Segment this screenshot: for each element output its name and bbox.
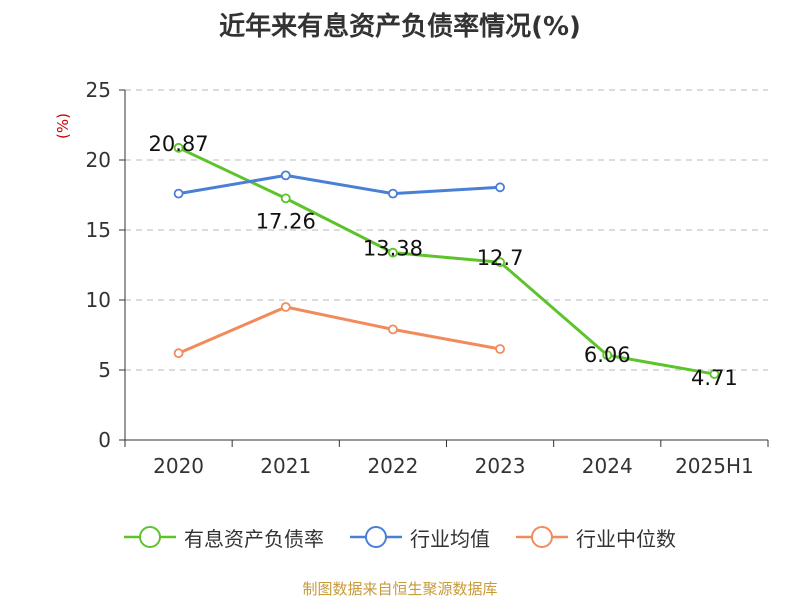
- legend-line-marker-icon: [124, 526, 176, 548]
- data-point: [388, 247, 398, 258]
- data-point: [709, 369, 720, 379]
- x-tick-label: 2020: [153, 454, 204, 478]
- grid-lines: [125, 89, 768, 371]
- series-line: [177, 146, 715, 376]
- data-point: [173, 348, 184, 359]
- legend-label: 行业中位数: [576, 526, 676, 551]
- x-tick-label: 2025H1: [675, 454, 754, 478]
- legend-line-marker-icon: [516, 526, 568, 548]
- data-labels: 20.87 17.26 13.38 12.7 6.06 4.71: [149, 132, 738, 390]
- data-label: 13.38: [363, 237, 423, 261]
- data-point: [280, 170, 291, 181]
- y-tick-label: 15: [86, 218, 111, 242]
- legend-item[interactable]: 行业中位数: [516, 523, 676, 552]
- legend-circle: [139, 526, 161, 548]
- y-axis-unit: (%): [54, 113, 72, 139]
- source-note: 制图数据来自恒生聚源数据库: [302, 580, 498, 598]
- data-label: 12.7: [477, 246, 524, 270]
- x-tick-label: 2021: [260, 454, 311, 478]
- y-tick-label: 5: [98, 358, 111, 382]
- data-point: [495, 257, 505, 268]
- legend-circle: [365, 526, 387, 548]
- data-point: [280, 193, 291, 204]
- axes: 0 5 10 15 20 25 2020 2021 2022 2023 2024 2025H1: [86, 78, 769, 478]
- x-tick-label: 2023: [475, 454, 526, 478]
- data-point: [388, 188, 398, 199]
- data-point: [495, 344, 505, 354]
- legend-line-marker-icon: [350, 526, 402, 548]
- y-tick-label: 0: [98, 428, 111, 452]
- y-tick-label: 25: [86, 78, 111, 102]
- data-point: [280, 302, 291, 312]
- data-point: [173, 188, 184, 199]
- data-point: [388, 324, 398, 335]
- data-label: 20.87: [149, 132, 209, 156]
- legend-label: 行业均值: [410, 526, 490, 551]
- legend-label: 有息资产负债率: [184, 526, 324, 551]
- x-tick-label: 2024: [582, 454, 633, 478]
- series-line: [178, 173, 501, 196]
- y-tick-label: 10: [86, 288, 111, 312]
- data-label: 4.71: [691, 366, 738, 390]
- data-label: 6.06: [584, 343, 631, 367]
- data-point: [495, 182, 505, 193]
- data-label: 17.26: [256, 209, 316, 233]
- series-lines: [173, 142, 720, 379]
- legend-item[interactable]: 有息资产负债率: [124, 523, 324, 552]
- data-point: [173, 142, 184, 153]
- data-point: [602, 350, 613, 361]
- legend: 有息资产负债率 行业均值 行业中位数: [0, 520, 800, 554]
- legend-circle: [531, 526, 553, 548]
- series-line: [177, 305, 501, 355]
- x-tick-label: 2022: [367, 454, 418, 478]
- y-tick-label: 20: [86, 148, 111, 172]
- chart-title: 近年来有息资产负债率情况(%): [219, 12, 581, 42]
- legend-item[interactable]: 行业均值: [350, 523, 490, 552]
